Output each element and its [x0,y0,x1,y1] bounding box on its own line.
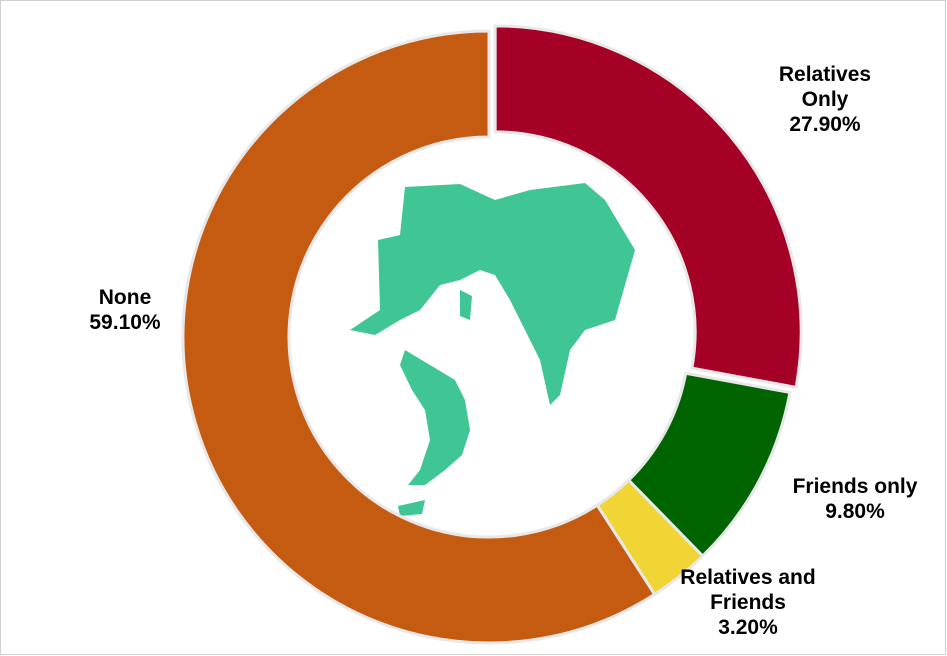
slice-label: Friends only 9.80% [755,474,947,524]
value-label: 59.10% [89,311,161,334]
map-shape [400,350,470,485]
value-label: 27.90% [789,113,861,136]
slice-label: None 59.10% [65,285,185,335]
map-shape [350,183,635,405]
category-label: Relatives Only [778,63,872,111]
slice-label: Relatives Only 27.90% [755,62,895,137]
value-label: 3.20% [718,616,778,639]
value-label: 9.80% [825,500,885,523]
map-shape [460,290,472,320]
map-shape [398,500,425,516]
category-label: Friends only [792,475,918,498]
category-label: Relatives and Friends [680,566,816,614]
donut-slice [493,24,803,390]
donut-slice [181,29,657,645]
center-map [350,183,635,516]
category-label: None [98,286,152,309]
slice-label: Relatives and Friends 3.20% [668,565,828,640]
